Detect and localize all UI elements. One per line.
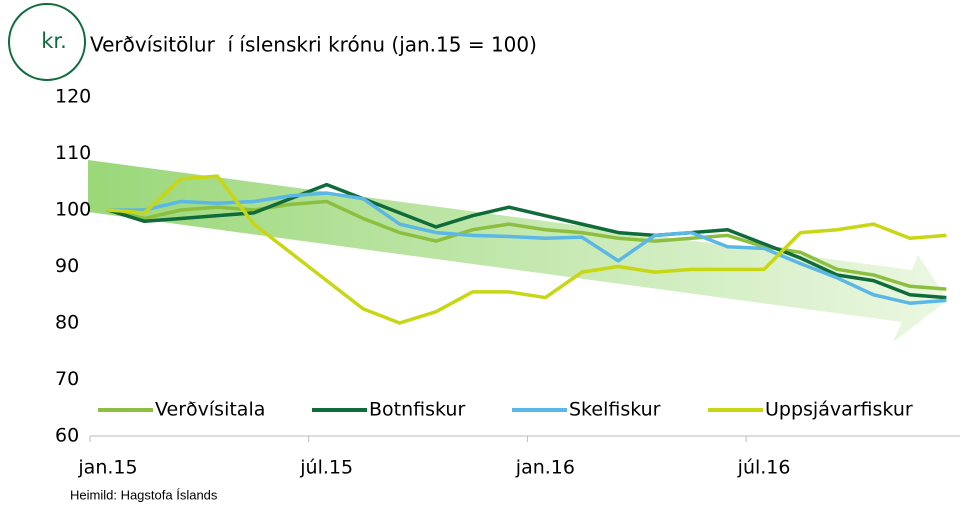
legend-label: Verðvísitala [155,399,265,421]
badge-circle [8,3,86,81]
x-tick-label: júl.15 [299,457,353,479]
y-tick-label: 80 [55,312,79,334]
line-series [107,199,947,291]
y-tick-label: 110 [55,142,91,164]
y-tick-label: 60 [55,425,79,447]
legend-label: Uppsjávarfiskur [765,399,913,421]
y-tick-label: 70 [55,368,79,390]
x-tick-label: jan.16 [515,457,575,479]
chart-title: Verðvísitölur í íslenskri krónu (jan.15 … [90,33,537,57]
legend-label: Skelfiskur [569,399,661,421]
line-series [108,191,947,305]
y-tick-label: 90 [55,255,79,277]
line-series [107,174,947,325]
x-tick-label: júl.16 [737,457,791,479]
source: Heimild: Hagstofa Íslands [70,487,218,502]
trend-arrow [88,160,948,342]
legend-label: Botnfiskur [369,399,465,421]
badge: kr. [41,29,67,53]
y-tick-label: 120 [55,86,91,108]
y-tick-label: 100 [55,199,91,221]
x-tick-label: jan.15 [77,457,137,479]
